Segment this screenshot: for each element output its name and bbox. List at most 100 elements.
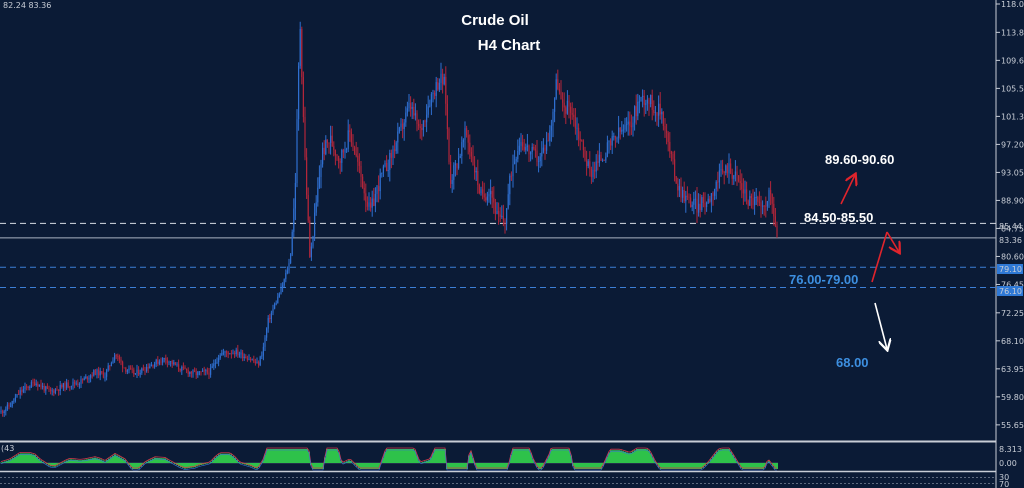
candle-body <box>645 103 647 105</box>
candle-body <box>629 121 631 126</box>
candle-body <box>512 164 514 177</box>
arrow-up-to-target <box>840 175 855 205</box>
candle-body <box>360 165 362 177</box>
candle-body <box>470 151 472 157</box>
candle-body <box>110 363 112 366</box>
candle-body <box>142 368 144 371</box>
candle-body <box>482 189 484 194</box>
candle-body <box>496 210 498 214</box>
candle-body <box>118 356 120 360</box>
candle-body <box>637 101 639 117</box>
candle-body <box>245 356 247 359</box>
candle-body <box>341 150 343 163</box>
upper-level-label: 85.44 <box>999 222 1022 231</box>
candle-body <box>198 371 200 373</box>
candle-body <box>549 130 551 141</box>
candle-body <box>597 161 599 163</box>
candle-body <box>189 371 191 375</box>
candle-body <box>299 29 301 66</box>
candle-body <box>613 135 615 137</box>
candle-body <box>187 370 189 375</box>
candle-body <box>541 152 543 157</box>
candle-body <box>650 95 652 105</box>
candle-body <box>501 215 503 217</box>
candle-body <box>605 156 607 161</box>
candle-body <box>690 197 692 208</box>
candle-body <box>78 384 80 385</box>
candle-body <box>443 76 445 85</box>
candle-body <box>402 123 404 130</box>
candle-body <box>568 100 570 107</box>
candle-body <box>70 385 72 387</box>
candle-body <box>141 368 143 373</box>
candle-body <box>144 370 146 372</box>
candle-body <box>150 364 152 367</box>
candle-body <box>653 109 655 113</box>
candle-body <box>202 370 204 372</box>
candle-body <box>131 368 133 370</box>
candle-body <box>232 352 234 354</box>
candle-body <box>635 106 637 117</box>
candle-body <box>507 194 509 209</box>
candle-body <box>766 201 768 207</box>
candle-body <box>206 370 208 373</box>
candle-body <box>408 102 410 109</box>
candle-body <box>214 362 216 364</box>
candle-body <box>262 346 264 356</box>
candle-body <box>19 390 21 395</box>
candle-body <box>658 103 660 116</box>
candle-body <box>752 197 754 206</box>
candle-body <box>610 140 612 146</box>
candle-body <box>683 190 685 202</box>
candle-body <box>734 171 736 176</box>
bottom-panel-background <box>0 473 996 488</box>
candle-body <box>606 142 608 157</box>
candle-body <box>749 196 751 206</box>
candle-body <box>675 176 677 184</box>
candle-body <box>426 114 428 123</box>
candle-body <box>91 375 93 377</box>
candle-body <box>243 356 245 358</box>
candle-body <box>405 112 407 123</box>
candle-body <box>128 368 130 371</box>
candle-body <box>59 385 61 392</box>
candle-body <box>416 113 418 124</box>
candle-body <box>176 364 178 366</box>
candle-body <box>24 386 26 390</box>
candle-body <box>74 381 76 384</box>
candle-body <box>702 197 704 204</box>
candle-body <box>27 386 29 388</box>
candle-body <box>691 204 693 208</box>
candle-body <box>170 361 172 362</box>
candle-body <box>186 369 188 371</box>
candle-body <box>488 194 490 197</box>
candle-body <box>741 183 743 190</box>
y-tick-label: 97.20 <box>1001 140 1024 149</box>
candle-body <box>50 389 52 391</box>
candle-body <box>744 189 746 194</box>
bottom-tick-lower: 70 <box>999 480 1009 488</box>
candle-body <box>642 95 644 98</box>
candle-body <box>486 196 488 201</box>
candle-body <box>726 165 728 174</box>
candle-body <box>334 149 336 156</box>
candle-body <box>14 397 16 401</box>
candle-body <box>558 88 560 92</box>
candle-body <box>251 359 253 361</box>
candle-body <box>155 359 157 364</box>
candle-body <box>630 125 632 128</box>
candle-body <box>622 129 624 131</box>
candle-body <box>90 375 92 378</box>
candle-body <box>750 196 752 198</box>
annotation-support-zone: 76.00-79.00 <box>789 272 858 287</box>
candle-body <box>250 359 252 360</box>
candle-body <box>394 149 396 152</box>
candle-body <box>165 357 167 361</box>
candle-body <box>158 361 160 364</box>
candle-body <box>83 377 85 381</box>
candle-body <box>550 125 552 131</box>
candle-body <box>192 370 194 374</box>
candle-body <box>614 135 616 139</box>
candle-body <box>269 317 271 320</box>
candle-body <box>322 147 324 165</box>
